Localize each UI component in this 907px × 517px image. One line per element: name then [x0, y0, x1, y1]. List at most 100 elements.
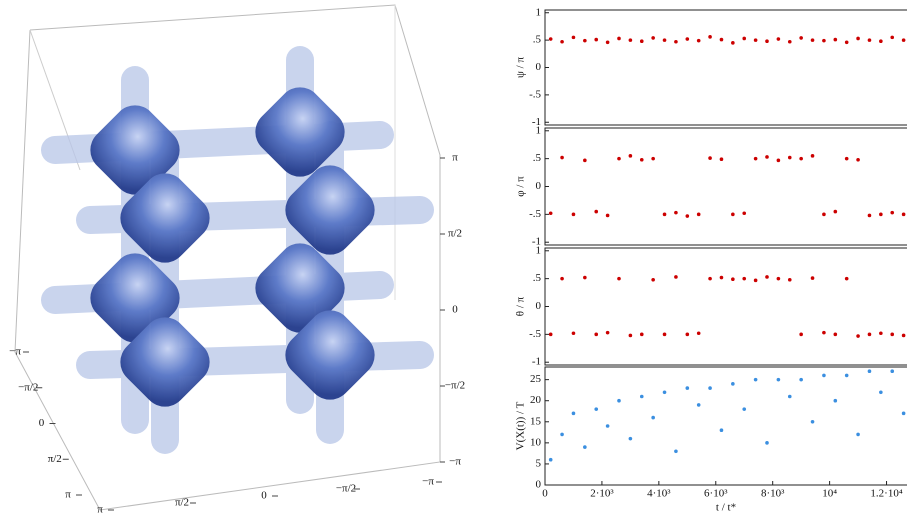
point [754, 378, 758, 382]
point [708, 277, 712, 281]
point [742, 211, 746, 215]
point [697, 403, 701, 407]
point [742, 407, 746, 411]
point [834, 210, 838, 214]
y-tick-label: -.5 [529, 88, 541, 100]
point [708, 156, 712, 160]
point [572, 213, 576, 217]
y-axis-label: V(X(t)) / T [515, 401, 527, 450]
point [560, 40, 564, 44]
point [822, 331, 826, 335]
y-tick-label: -1 [532, 356, 541, 368]
point [788, 156, 792, 160]
y-tick-label: 1 [536, 244, 542, 256]
x-axis-label: t / t* [716, 502, 736, 514]
point [731, 213, 735, 217]
y-tick-label: .5 [533, 34, 542, 46]
point [799, 333, 803, 337]
point [640, 395, 644, 399]
tick-label: 0 [261, 490, 267, 502]
point [606, 41, 610, 45]
point [879, 331, 883, 335]
point [651, 278, 655, 282]
point [765, 275, 769, 279]
point [651, 36, 655, 40]
point [629, 154, 633, 158]
point [617, 37, 621, 41]
point [560, 433, 564, 437]
point [572, 36, 576, 40]
point [583, 276, 587, 280]
point [788, 395, 792, 399]
tick-label: −π [9, 346, 21, 358]
x-tick-label: 8·10³ [761, 488, 785, 500]
point [720, 428, 724, 432]
point [640, 39, 644, 43]
point [606, 331, 610, 335]
point [731, 277, 735, 281]
point [594, 38, 598, 42]
isosurface-drawing [15, 5, 440, 510]
point [822, 374, 826, 378]
point [754, 279, 758, 283]
point [890, 369, 894, 373]
y-tick-label: .5 [533, 272, 542, 284]
point [902, 412, 906, 416]
y-tick-label: 15 [530, 415, 542, 427]
point [834, 333, 838, 337]
point [856, 433, 860, 437]
plot-frame [545, 248, 907, 365]
y-axis-label: ψ / π [515, 57, 527, 78]
y-axis-label: φ / π [515, 176, 527, 197]
point [674, 275, 678, 279]
point [720, 38, 724, 42]
x-tick-label: 4·10³ [647, 488, 671, 500]
point [663, 390, 667, 394]
point [845, 41, 849, 45]
point [606, 214, 610, 218]
point [754, 38, 758, 42]
point [811, 154, 815, 158]
point [811, 420, 815, 424]
point [629, 38, 633, 42]
point [856, 158, 860, 162]
point [549, 333, 553, 337]
point [583, 445, 587, 449]
point [845, 374, 849, 378]
point [594, 407, 598, 411]
y-axis-label: θ / π [515, 296, 527, 316]
point [731, 382, 735, 386]
point [890, 333, 894, 337]
tick-label: −π/2 [18, 381, 38, 393]
point [629, 437, 633, 441]
point [731, 41, 735, 45]
tick-label: π/2 [48, 453, 62, 465]
point [879, 213, 883, 217]
point [879, 390, 883, 394]
point [686, 333, 690, 337]
x-tick-label: 0 [542, 488, 548, 500]
point [583, 39, 587, 43]
point [560, 277, 564, 281]
point [549, 37, 553, 41]
point [788, 40, 792, 44]
point [594, 333, 598, 337]
point [549, 211, 553, 215]
point [674, 40, 678, 44]
point [674, 211, 678, 215]
point [742, 37, 746, 41]
x-tick-label: 2·10³ [590, 488, 614, 500]
point [777, 37, 781, 41]
point [583, 159, 587, 163]
y-tick-label: 0 [536, 180, 542, 192]
point [651, 157, 655, 161]
point [902, 38, 906, 42]
x-tick-label: 1.2·10⁴ [870, 488, 902, 500]
point [834, 38, 838, 42]
point [777, 277, 781, 281]
point [845, 277, 849, 281]
point [686, 37, 690, 41]
y-tick-label: 1 [536, 124, 542, 136]
point [868, 214, 872, 218]
tick-label: π/2 [448, 228, 462, 240]
